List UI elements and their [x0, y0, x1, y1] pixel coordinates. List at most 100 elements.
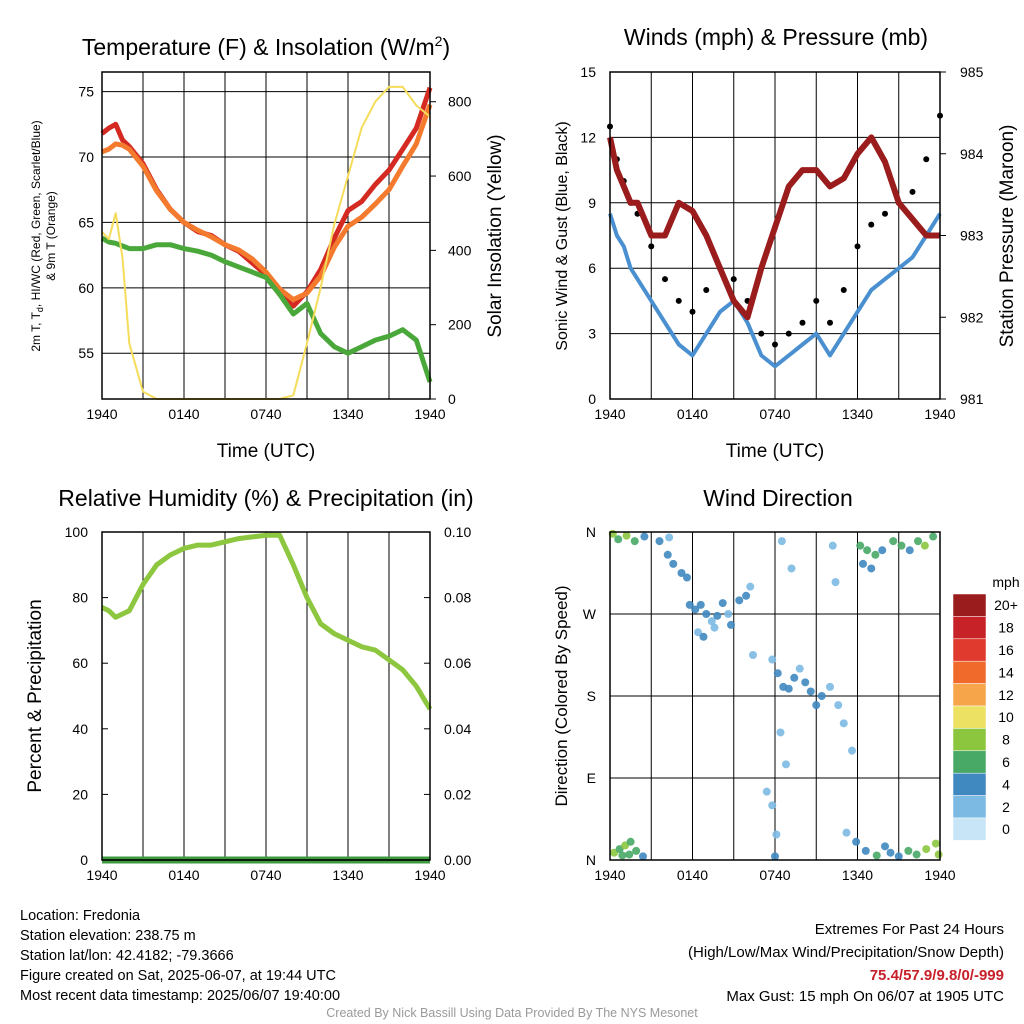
pressure-line — [607, 134, 940, 321]
legend-swatch — [952, 593, 987, 617]
legend-swatch — [952, 772, 987, 796]
direction-point — [806, 687, 815, 696]
legend-title: mph — [992, 574, 1019, 590]
extremes-values: 75.4/57.9/9.8/0/-999 — [869, 967, 1004, 984]
x-tick-label: 1940 — [414, 406, 445, 422]
direction-point — [622, 531, 631, 540]
humidity-line — [100, 532, 433, 711]
direction-point — [665, 533, 674, 542]
direction-point — [614, 535, 623, 544]
direction-point — [669, 559, 678, 568]
x-tick-label: 0740 — [759, 406, 790, 422]
max-gust: Max Gust: 15 mph On 06/07 at 1905 UTC — [726, 988, 1004, 1005]
legend-swatch — [952, 817, 987, 841]
legend-label: 12 — [998, 687, 1014, 703]
x-tick-label: 1340 — [332, 867, 363, 883]
y2-tick-label: 0.10 — [444, 524, 471, 540]
y-tick-label: 40 — [72, 721, 88, 737]
legend-swatch — [952, 638, 987, 662]
direction-point — [742, 591, 751, 600]
direction-point — [771, 852, 779, 861]
y2-tick-label: 0.06 — [444, 655, 471, 671]
y-tick-label: 100 — [65, 524, 89, 540]
gust-point — [868, 221, 875, 228]
y-tick-label: 0 — [80, 852, 88, 868]
direction-point — [663, 550, 672, 559]
y2-tick-label: 200 — [448, 317, 472, 333]
y-tick-label: 55 — [78, 345, 94, 361]
direction-point — [929, 532, 938, 541]
station-elevation: Station elevation: 238.75 m — [20, 928, 196, 944]
legend-label: 2 — [1002, 799, 1010, 815]
y-tick-label: 12 — [580, 129, 596, 145]
figure-created: Figure created on Sat, 2025-06-07, at 19… — [20, 968, 336, 984]
y-tick-label: 9 — [588, 195, 596, 211]
x-tick-label: 0140 — [677, 867, 708, 883]
direction-point — [639, 852, 647, 861]
legend-label: 8 — [1002, 732, 1010, 748]
credit-line: Created By Nick Bassill Using Data Provi… — [326, 1006, 698, 1020]
x-tick-label: 1940 — [924, 406, 955, 422]
x-tick-label: 0140 — [677, 406, 708, 422]
direction-point — [768, 655, 777, 664]
legend-swatch — [952, 616, 987, 640]
station-latlon: Station lat/lon: 42.4182; -79.3666 — [20, 948, 234, 964]
direction-point — [694, 628, 702, 637]
direction-point — [863, 546, 872, 555]
plot-frame — [101, 531, 431, 861]
legend-swatch — [952, 660, 987, 684]
legend-swatch — [952, 728, 987, 752]
y-axis-label: Percent & Precipitation — [25, 599, 46, 792]
legend-label: 6 — [1002, 754, 1010, 770]
gust-point — [703, 287, 710, 293]
direction-point — [777, 537, 786, 546]
direction-point — [817, 692, 826, 700]
y-axis-label-line2: & 9m T (Orange) — [44, 191, 58, 281]
y-tick-label: 15 — [580, 64, 596, 80]
y-tick-label: W — [583, 606, 597, 622]
direction-point — [776, 728, 785, 737]
chart-title: Temperature (F) & Insolation (W/m2) — [82, 33, 450, 60]
direction-point — [746, 582, 755, 591]
direction-point — [826, 682, 834, 691]
direction-point — [922, 845, 931, 854]
direction-point — [856, 541, 865, 550]
direction-point — [912, 850, 921, 859]
direction-point — [787, 564, 796, 573]
y-tick-label: 80 — [72, 590, 88, 606]
direction-point — [713, 611, 722, 620]
y2-tick-label: 0.00 — [444, 852, 471, 868]
direction-point — [897, 541, 906, 550]
y2-axis-label: Station Pressure (Maroon) — [997, 125, 1018, 348]
chart-title: Wind Direction — [703, 485, 853, 511]
x-tick-label: 1940 — [594, 867, 625, 883]
chart-title: Relative Humidity (%) & Precipitation (i… — [58, 485, 473, 511]
direction-point — [931, 839, 940, 848]
y-axis-label: Direction (Colored By Speed) — [552, 585, 571, 806]
y-tick-label: S — [587, 688, 596, 704]
x-tick-label: 0740 — [250, 406, 281, 422]
y2-tick-label: 0.08 — [444, 590, 471, 606]
y-tick-label: 65 — [78, 214, 94, 230]
y2-tick-label: 0.04 — [444, 721, 471, 737]
direction-point — [881, 842, 889, 851]
direction-point — [735, 596, 744, 605]
plot-frame — [609, 71, 941, 400]
legend-label: 10 — [998, 709, 1014, 725]
gust-point — [689, 308, 696, 315]
chart-title: Winds (mph) & Pressure (mb) — [624, 24, 928, 50]
y2-tick-label: 985 — [960, 64, 984, 80]
legend-swatch — [952, 795, 987, 819]
direction-point — [626, 837, 635, 846]
legend-label: 4 — [1002, 776, 1010, 792]
y-tick-label: 70 — [78, 149, 94, 165]
direction-point — [762, 787, 771, 796]
legend-swatch — [952, 750, 987, 774]
direction-point — [696, 600, 705, 609]
direction-point — [795, 664, 804, 673]
y2-tick-label: 800 — [448, 94, 472, 110]
gust-point — [730, 276, 737, 283]
direction-point — [872, 851, 881, 860]
y-tick-label: N — [586, 524, 596, 540]
